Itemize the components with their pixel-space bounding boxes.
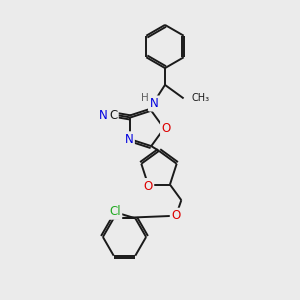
Text: O: O (162, 122, 171, 135)
Text: N: N (124, 133, 133, 146)
Text: Cl: Cl (109, 205, 121, 218)
Text: N: N (99, 109, 108, 122)
Text: O: O (143, 179, 153, 193)
Text: H: H (141, 93, 148, 103)
Text: C: C (110, 109, 118, 122)
Text: O: O (171, 209, 181, 222)
Text: N: N (149, 97, 158, 110)
Text: CH₃: CH₃ (192, 93, 210, 103)
